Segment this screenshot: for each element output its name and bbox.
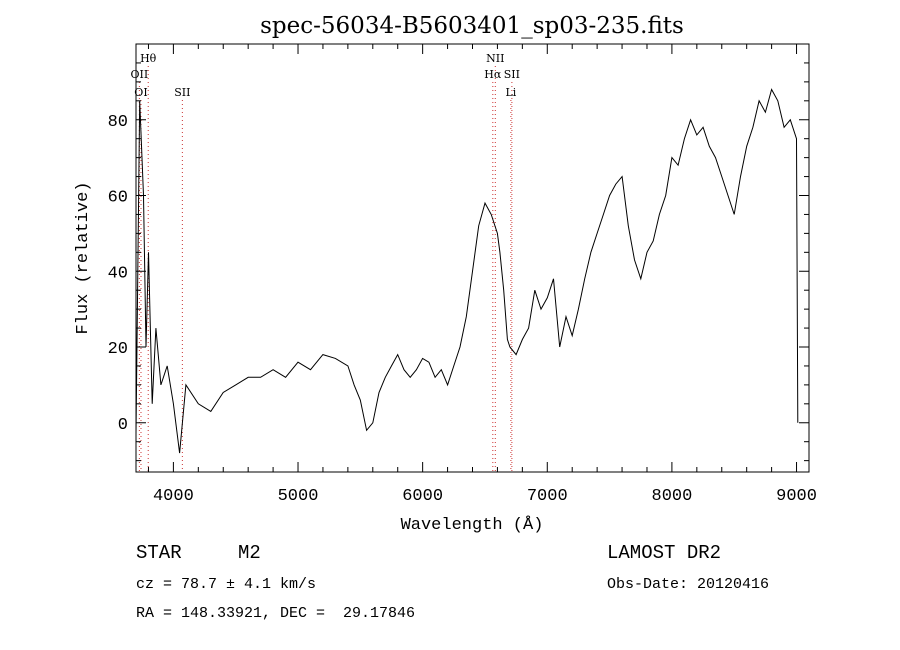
- chart-title: spec-56034-B5603401_sp03-235.fits: [260, 13, 684, 39]
- line-label: Hθ: [140, 52, 157, 65]
- line-label: OII: [131, 68, 149, 81]
- survey-label: LAMOST DR2: [607, 542, 722, 564]
- y-tick-label: 40: [108, 264, 128, 283]
- line-label: Li: [505, 86, 516, 99]
- y-tick-label: 80: [108, 113, 128, 132]
- y-axis-label: Flux (relative): [74, 181, 93, 334]
- line-label: SII: [504, 68, 520, 81]
- spectrum-line: [135, 88, 799, 454]
- line-label: NII: [486, 52, 504, 65]
- x-tick-label: 9000: [776, 487, 817, 506]
- subclass-label: M2: [238, 542, 261, 564]
- x-tick-label: 5000: [278, 487, 319, 506]
- series-layer: [135, 88, 799, 454]
- radec-text: RA = 148.33921, DEC = 29.17846: [136, 605, 416, 622]
- y-tick-label: 20: [108, 340, 128, 359]
- line-label: OI: [134, 86, 147, 99]
- y-tick-label: 60: [108, 189, 128, 208]
- x-tick-label: 4000: [153, 487, 194, 506]
- class-label: STAR: [136, 542, 182, 564]
- x-tick-label: 8000: [652, 487, 693, 506]
- line-label: Hα: [484, 68, 502, 81]
- x-tick-label: 7000: [527, 487, 568, 506]
- plot-frame: [135, 43, 810, 473]
- y-axis-ticks: 0 20 40 60 80: [108, 62, 809, 462]
- x-axis-label: Wavelength (Å): [401, 516, 544, 535]
- line-label: SII: [174, 86, 190, 99]
- x-tick-label: 6000: [402, 487, 443, 506]
- y-tick-label: 0: [118, 416, 128, 435]
- x-axis-ticks: 4000 5000 6000 7000 8000 9000: [147, 44, 817, 506]
- obs-date-text: Obs-Date: 20120416: [607, 576, 770, 593]
- redshift-text: cz = 78.7 ± 4.1 km/s: [136, 576, 317, 593]
